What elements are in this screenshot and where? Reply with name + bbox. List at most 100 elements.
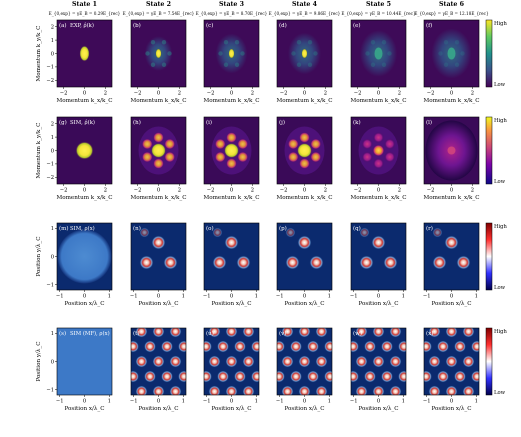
x-tick-label: 0 bbox=[450, 188, 453, 194]
x-tick-label: −1 bbox=[423, 294, 431, 300]
x-tick-label: 2 bbox=[398, 188, 401, 194]
x-tick-label: −2 bbox=[134, 91, 142, 97]
x-axis-label: Position x/λ_C bbox=[431, 301, 471, 307]
x-tick-label: 0 bbox=[230, 188, 233, 194]
energy-label: E_{0,exp} = γE_B = 0.29E_{rec} bbox=[49, 11, 121, 16]
y-tick-label: 1 bbox=[51, 331, 54, 337]
x-tick-label: 2 bbox=[178, 91, 181, 97]
y-tick-label: −1 bbox=[46, 65, 54, 71]
panel-tag: EXP, ρ̂(k) bbox=[70, 22, 94, 29]
x-tick-label: 2 bbox=[104, 91, 107, 97]
x-tick-label: −2 bbox=[427, 91, 435, 97]
x-axis-label: Position x/λ_C bbox=[358, 301, 398, 307]
x-axis-label: Momentum k_x/k_C bbox=[351, 98, 407, 104]
colorbar-low: Low bbox=[494, 285, 506, 291]
panel-letter: (d) bbox=[279, 22, 287, 29]
x-tick-label: 1 bbox=[328, 399, 331, 405]
x-tick-label: −1 bbox=[56, 399, 64, 405]
colorbar-low: Low bbox=[494, 179, 506, 185]
y-axis-label: Momentum k_y/k_C bbox=[36, 123, 42, 179]
x-tick-label: 0 bbox=[157, 91, 160, 97]
panel-tag: SIM, ρ(x) bbox=[70, 225, 95, 232]
x-tick-label: −2 bbox=[280, 91, 288, 97]
x-axis-label: Momentum k_x/k_C bbox=[277, 195, 333, 201]
x-tick-label: 0 bbox=[83, 399, 86, 405]
x-axis-label: Position x/λ_C bbox=[138, 406, 178, 412]
y-tick-label: −2 bbox=[46, 175, 54, 181]
x-tick-label: −1 bbox=[350, 294, 358, 300]
energy-label: E_{0,exp} = γE_B = 10.44E_{rec} bbox=[341, 11, 416, 16]
x-tick-label: 0 bbox=[450, 91, 453, 97]
x-axis-label: Position x/λ_C bbox=[64, 406, 104, 412]
x-tick-label: 0 bbox=[83, 188, 86, 194]
x-tick-label: −1 bbox=[203, 294, 211, 300]
panel-letter: (w) bbox=[353, 330, 362, 337]
x-tick-label: 0 bbox=[303, 294, 306, 300]
x-tick-label: −2 bbox=[60, 91, 68, 97]
panel-letter: (n) bbox=[133, 225, 141, 232]
x-axis-label: Position x/λ_C bbox=[284, 406, 324, 412]
x-tick-label: 1 bbox=[182, 399, 185, 405]
y-tick-label: 1 bbox=[51, 226, 54, 232]
colorbar: High Low bbox=[485, 116, 508, 185]
x-axis-label: Position x/λ_C bbox=[64, 301, 104, 307]
x-tick-label: 1 bbox=[402, 399, 405, 405]
panel: (x) −1 0 1 Position x/λ_C bbox=[423, 327, 480, 412]
x-tick-label: 0 bbox=[377, 91, 380, 97]
x-tick-label: 1 bbox=[255, 294, 258, 300]
x-tick-label: −2 bbox=[354, 188, 362, 194]
panel-letter: (k) bbox=[353, 119, 361, 126]
x-tick-label: 1 bbox=[255, 399, 258, 405]
panel: (u) −1 0 1 Position x/λ_C bbox=[203, 327, 260, 412]
panel-letter: (q) bbox=[353, 225, 361, 232]
x-tick-label: −1 bbox=[276, 294, 284, 300]
panel-letter: (b) bbox=[133, 22, 141, 29]
state-header: State 4 bbox=[292, 1, 318, 8]
x-axis-label: Momentum k_x/k_C bbox=[424, 98, 480, 104]
colorbar-high: High bbox=[494, 21, 508, 27]
x-tick-label: 2 bbox=[471, 188, 474, 194]
y-tick-label: 0 bbox=[51, 148, 54, 154]
x-tick-label: 1 bbox=[108, 399, 111, 405]
state-header: State 3 bbox=[219, 1, 244, 8]
panel: (r) −1 0 1 Position x/λ_C bbox=[423, 222, 480, 307]
panel: (q) −1 0 1 Position x/λ_C bbox=[350, 222, 407, 307]
x-tick-label: −2 bbox=[354, 91, 362, 97]
x-tick-label: −1 bbox=[276, 399, 284, 405]
y-tick-label: 1 bbox=[51, 135, 54, 141]
colorbar-low: Low bbox=[494, 390, 506, 396]
colorbar-low: Low bbox=[494, 82, 506, 88]
state-header: State 5 bbox=[366, 1, 391, 8]
y-axis-label: Position y/λ_C bbox=[36, 236, 42, 276]
energy-label: E_{0,exp} = γE_B = 9.86E_{rec} bbox=[269, 11, 341, 16]
x-tick-label: 0 bbox=[303, 399, 306, 405]
x-tick-label: 1 bbox=[182, 294, 185, 300]
panel: (p) −1 0 1 Position x/λ_C bbox=[276, 222, 333, 307]
x-tick-label: 0 bbox=[377, 399, 380, 405]
x-axis-label: Position x/λ_C bbox=[358, 406, 398, 412]
panel-letter: (o) bbox=[206, 225, 214, 232]
y-tick-label: 0 bbox=[51, 254, 54, 260]
x-axis-label: Momentum k_x/k_C bbox=[57, 195, 113, 201]
panel-letter: (s) bbox=[59, 330, 66, 337]
x-tick-label: 0 bbox=[230, 91, 233, 97]
x-axis-label: Momentum k_x/k_C bbox=[351, 195, 407, 201]
y-tick-label: 0 bbox=[51, 51, 54, 57]
panel-letter: (h) bbox=[133, 119, 141, 126]
x-axis-label: Position x/λ_C bbox=[211, 406, 251, 412]
colorbar: High Low bbox=[485, 222, 508, 291]
panel-letter: (f) bbox=[426, 22, 432, 29]
x-tick-label: −2 bbox=[207, 91, 215, 97]
x-tick-label: 0 bbox=[157, 294, 160, 300]
colorbar-high: High bbox=[494, 329, 508, 335]
panel-tag: SIM, ρ̂(k) bbox=[70, 119, 95, 126]
x-tick-label: 2 bbox=[324, 188, 327, 194]
energy-label: E_{0,exp} = γE_B = 7.54E_{rec} bbox=[123, 11, 195, 16]
